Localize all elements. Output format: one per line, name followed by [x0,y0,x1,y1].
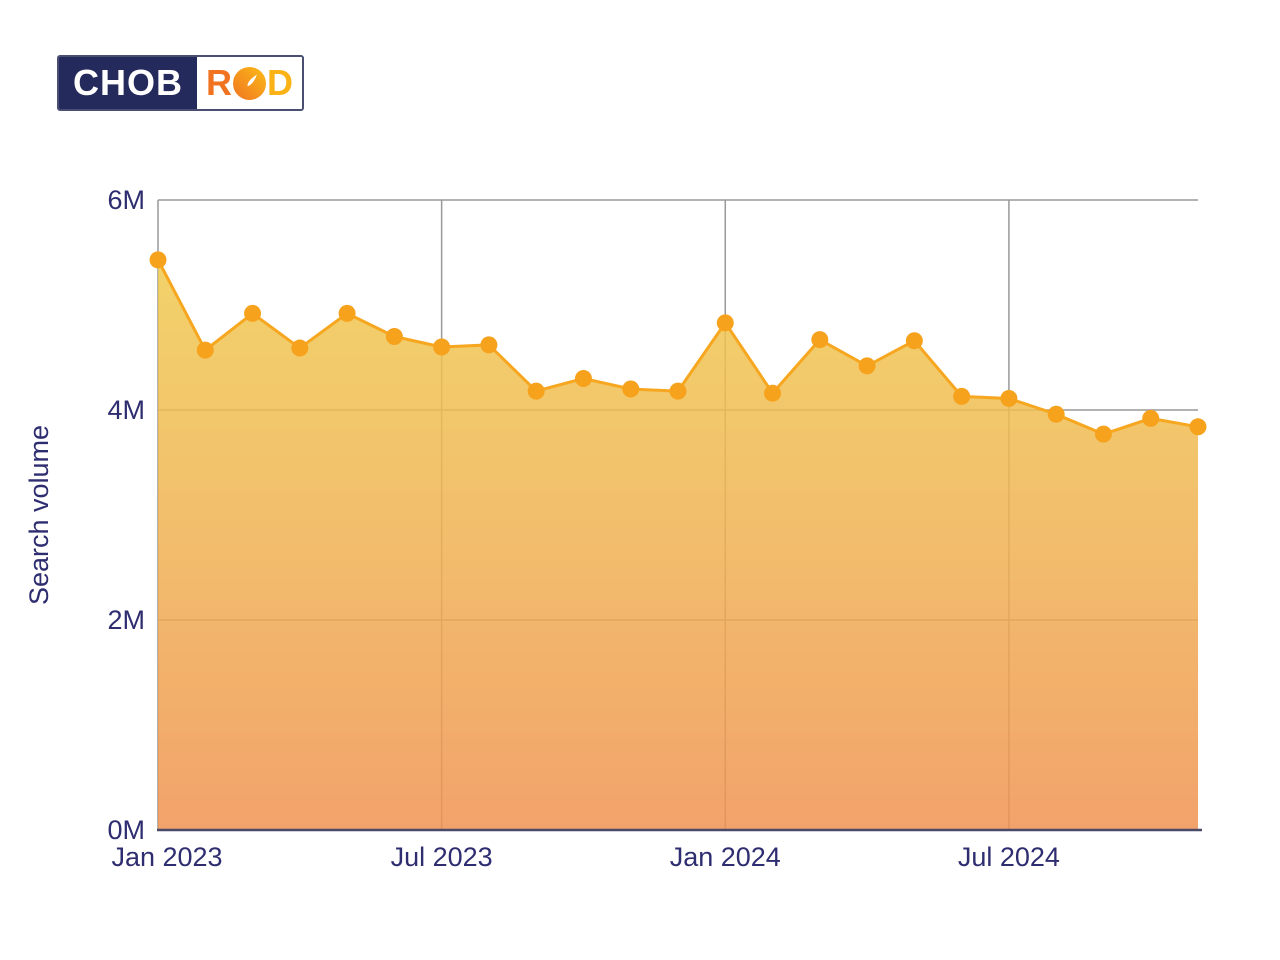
y-tick-label-2M: 2M [107,605,145,635]
logo-chob-text: CHOB [73,62,183,103]
data-point-jan-2023 [149,251,167,269]
data-point-jun-2023 [385,328,403,345]
data-point-may-2023 [338,304,356,322]
data-point-feb-2024 [764,384,782,402]
logo-d-text: D [267,62,293,103]
y-tick-label-0M: 0M [107,815,145,845]
data-point-jul-2024 [1000,389,1018,407]
y-axis-title: Search volume [24,425,54,605]
x-tick-label-jan-2023: Jan 2023 [111,842,222,872]
data-point-dec-2023 [669,382,687,400]
data-point-mar-2023 [244,304,262,322]
data-point-jun-2024 [953,387,971,405]
chobrod-logo: CHOB R D [57,55,304,111]
data-point-nov-2023 [622,380,640,398]
data-point-sep-2024 [1094,425,1112,443]
logo-r-text: R [206,62,232,103]
area-fill [158,259,1198,831]
logo-rod-block: R D [197,57,302,109]
x-tick-label-jan-2024: Jan 2024 [670,842,781,872]
data-point-apr-2024 [858,357,876,375]
x-tick-label-jul-2024: Jul 2024 [958,842,1060,872]
logo-chob-block: CHOB [59,57,197,109]
data-point-mar-2024 [811,331,829,349]
y-tick-label-4M: 4M [107,395,145,425]
data-point-sep-2023 [527,382,545,400]
data-point-aug-2023 [480,336,498,354]
data-point-jul-2023 [433,338,451,356]
data-point-oct-2023 [574,370,592,387]
x-tick-label-jul-2023: Jul 2023 [391,842,493,872]
data-point-oct-2024 [1142,409,1160,427]
speedometer-o-icon [233,66,266,100]
data-point-nov-2024 [1189,418,1207,436]
data-point-may-2024 [905,332,923,350]
data-point-apr-2023 [291,339,309,357]
data-point-jan-2024 [716,314,734,332]
y-tick-label-6M: 6M [107,185,145,215]
data-point-feb-2023 [196,341,214,359]
data-point-aug-2024 [1047,405,1065,423]
